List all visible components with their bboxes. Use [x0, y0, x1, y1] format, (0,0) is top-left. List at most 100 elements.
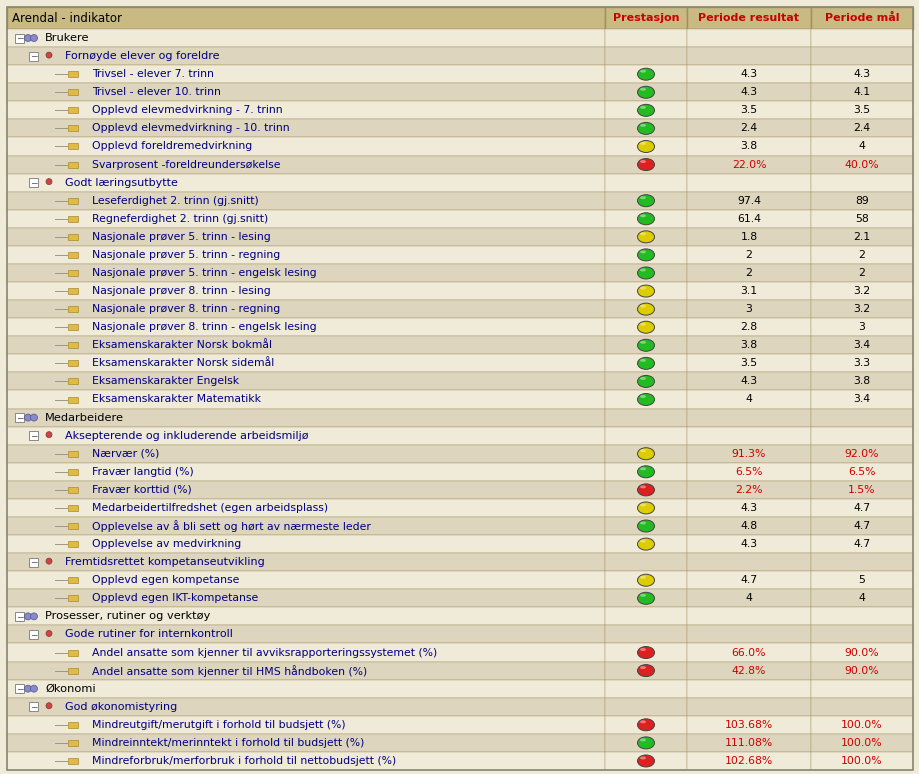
- Ellipse shape: [640, 106, 645, 109]
- Ellipse shape: [640, 323, 645, 326]
- Bar: [811, 300, 912, 318]
- Text: 90.0%: 90.0%: [844, 648, 879, 658]
- Bar: [7, 680, 605, 697]
- Text: Eksamenskarakter Engelsk: Eksamenskarakter Engelsk: [92, 376, 239, 386]
- Bar: [68, 577, 78, 584]
- Bar: [7, 517, 605, 535]
- Text: Aksepterende og inkluderende arbeidsmiljø: Aksepterende og inkluderende arbeidsmilj…: [65, 430, 308, 440]
- Text: Prestasjon: Prestasjon: [612, 13, 678, 23]
- Bar: [686, 354, 811, 372]
- Ellipse shape: [637, 68, 653, 80]
- Bar: [686, 752, 811, 770]
- Ellipse shape: [637, 538, 653, 550]
- Text: 90.0%: 90.0%: [844, 666, 879, 676]
- Ellipse shape: [637, 159, 653, 170]
- Bar: [686, 608, 811, 625]
- Text: 3.2: 3.2: [853, 286, 869, 296]
- Bar: [7, 7, 605, 29]
- Ellipse shape: [637, 646, 653, 659]
- Bar: [686, 372, 811, 390]
- Bar: [68, 378, 78, 385]
- Text: 3.8: 3.8: [740, 341, 756, 351]
- Text: 100.0%: 100.0%: [840, 738, 882, 748]
- Circle shape: [25, 613, 31, 620]
- Bar: [68, 722, 78, 728]
- Bar: [7, 318, 605, 336]
- Bar: [811, 716, 912, 734]
- Text: −: −: [29, 431, 37, 440]
- Bar: [811, 47, 912, 65]
- Text: 6.5%: 6.5%: [847, 467, 875, 477]
- Text: 111.08%: 111.08%: [724, 738, 772, 748]
- Text: Eksamenskarakter Matematikk: Eksamenskarakter Matematikk: [92, 395, 261, 405]
- Bar: [811, 264, 912, 282]
- Ellipse shape: [637, 574, 653, 586]
- Bar: [686, 643, 811, 662]
- Bar: [811, 282, 912, 300]
- Bar: [811, 535, 912, 553]
- Ellipse shape: [640, 251, 645, 253]
- Ellipse shape: [637, 484, 653, 496]
- Bar: [605, 101, 686, 119]
- Text: 3.1: 3.1: [740, 286, 756, 296]
- Ellipse shape: [637, 358, 653, 369]
- Text: 3.5: 3.5: [740, 105, 756, 115]
- Bar: [605, 119, 686, 138]
- Bar: [811, 372, 912, 390]
- Text: Eksamenskarakter Norsk bokmål: Eksamenskarakter Norsk bokmål: [92, 341, 272, 351]
- Bar: [686, 680, 811, 697]
- Text: −: −: [29, 702, 37, 711]
- Bar: [605, 228, 686, 246]
- Bar: [605, 680, 686, 697]
- Bar: [605, 192, 686, 210]
- Circle shape: [30, 613, 38, 620]
- Text: Gode rutiner for internkontroll: Gode rutiner for internkontroll: [65, 629, 233, 639]
- Ellipse shape: [640, 305, 645, 307]
- Bar: [605, 409, 686, 426]
- Bar: [811, 734, 912, 752]
- Bar: [686, 228, 811, 246]
- Text: 1.8: 1.8: [740, 232, 756, 241]
- Text: 4.7: 4.7: [740, 575, 756, 585]
- Ellipse shape: [640, 738, 645, 741]
- Ellipse shape: [640, 341, 645, 344]
- Ellipse shape: [637, 267, 653, 279]
- Bar: [686, 318, 811, 336]
- Text: 3.3: 3.3: [853, 358, 869, 368]
- Circle shape: [46, 52, 52, 58]
- Text: Økonomi: Økonomi: [45, 683, 96, 694]
- Text: 4.7: 4.7: [853, 503, 869, 513]
- Ellipse shape: [637, 466, 653, 478]
- Text: −: −: [16, 33, 23, 43]
- Bar: [811, 662, 912, 680]
- Bar: [7, 608, 605, 625]
- Text: 5: 5: [857, 575, 865, 585]
- Bar: [68, 541, 78, 547]
- Ellipse shape: [637, 321, 653, 334]
- Ellipse shape: [637, 86, 653, 98]
- Bar: [29, 630, 38, 639]
- Text: 22.0%: 22.0%: [731, 159, 766, 170]
- Text: Opplevd elevmedvirkning - 7. trinn: Opplevd elevmedvirkning - 7. trinn: [92, 105, 282, 115]
- Ellipse shape: [637, 122, 653, 135]
- Bar: [15, 684, 24, 694]
- Text: Svarprosent -foreldreundersøkelse: Svarprosent -foreldreundersøkelse: [92, 159, 280, 170]
- Bar: [7, 535, 605, 553]
- Text: Nasjonale prøver 5. trinn - engelsk lesing: Nasjonale prøver 5. trinn - engelsk lesi…: [92, 268, 316, 278]
- Circle shape: [46, 631, 52, 636]
- Bar: [7, 228, 605, 246]
- Bar: [811, 318, 912, 336]
- Bar: [605, 173, 686, 192]
- Circle shape: [25, 35, 31, 42]
- Text: 4.3: 4.3: [740, 539, 756, 549]
- Text: Nasjonale prøver 5. trinn - lesing: Nasjonale prøver 5. trinn - lesing: [92, 232, 270, 241]
- Bar: [686, 336, 811, 354]
- Text: 89: 89: [854, 196, 868, 206]
- Text: 4: 4: [744, 395, 752, 405]
- Bar: [7, 84, 605, 101]
- Bar: [7, 716, 605, 734]
- Text: Mindreutgift/merutgift i forhold til budsjett (%): Mindreutgift/merutgift i forhold til bud…: [92, 720, 346, 730]
- Ellipse shape: [637, 665, 653, 676]
- Bar: [68, 740, 78, 746]
- Bar: [811, 119, 912, 138]
